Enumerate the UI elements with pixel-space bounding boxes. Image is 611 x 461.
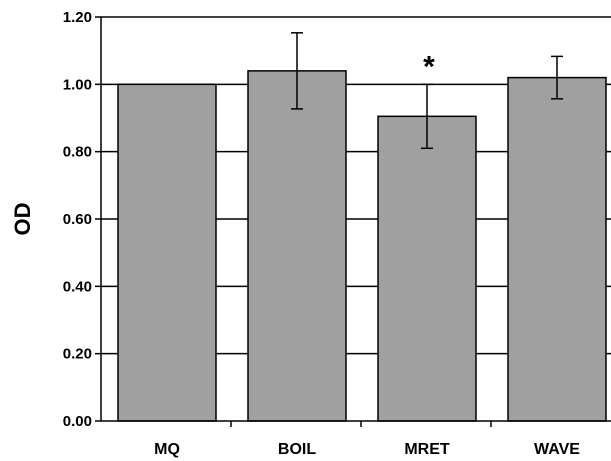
- axes: [95, 16, 611, 427]
- bars: [117, 70, 607, 422]
- x-tick-label: WAVE: [534, 441, 580, 458]
- y-tick-label: 0.80: [63, 144, 92, 161]
- labels: 0.00 0.20 0.40 0.60 0.80 1.00 1.20 MQ BOIL * MRET W…: [63, 9, 580, 458]
- x-tick-label: MQ: [154, 441, 180, 458]
- y-tick-label: 1.20: [63, 9, 92, 26]
- y-tick-label: 0.40: [63, 278, 92, 295]
- bar-boil: [247, 70, 347, 422]
- y-tick-label: 0.20: [63, 346, 92, 363]
- bar-wave: [507, 76, 607, 422]
- y-tick-label: 0.60: [63, 211, 92, 228]
- bar-mq: [117, 83, 217, 422]
- x-tick-label: BOIL: [278, 441, 316, 458]
- bar-mret: [377, 115, 477, 422]
- significance-marker: *: [423, 50, 435, 83]
- y-tick-label: 1.00: [63, 76, 92, 93]
- error-bars: [291, 32, 563, 150]
- y-axis-title: OD: [10, 203, 35, 236]
- x-tick-label: MRET: [404, 441, 450, 458]
- y-tick-label: 0.00: [63, 413, 92, 430]
